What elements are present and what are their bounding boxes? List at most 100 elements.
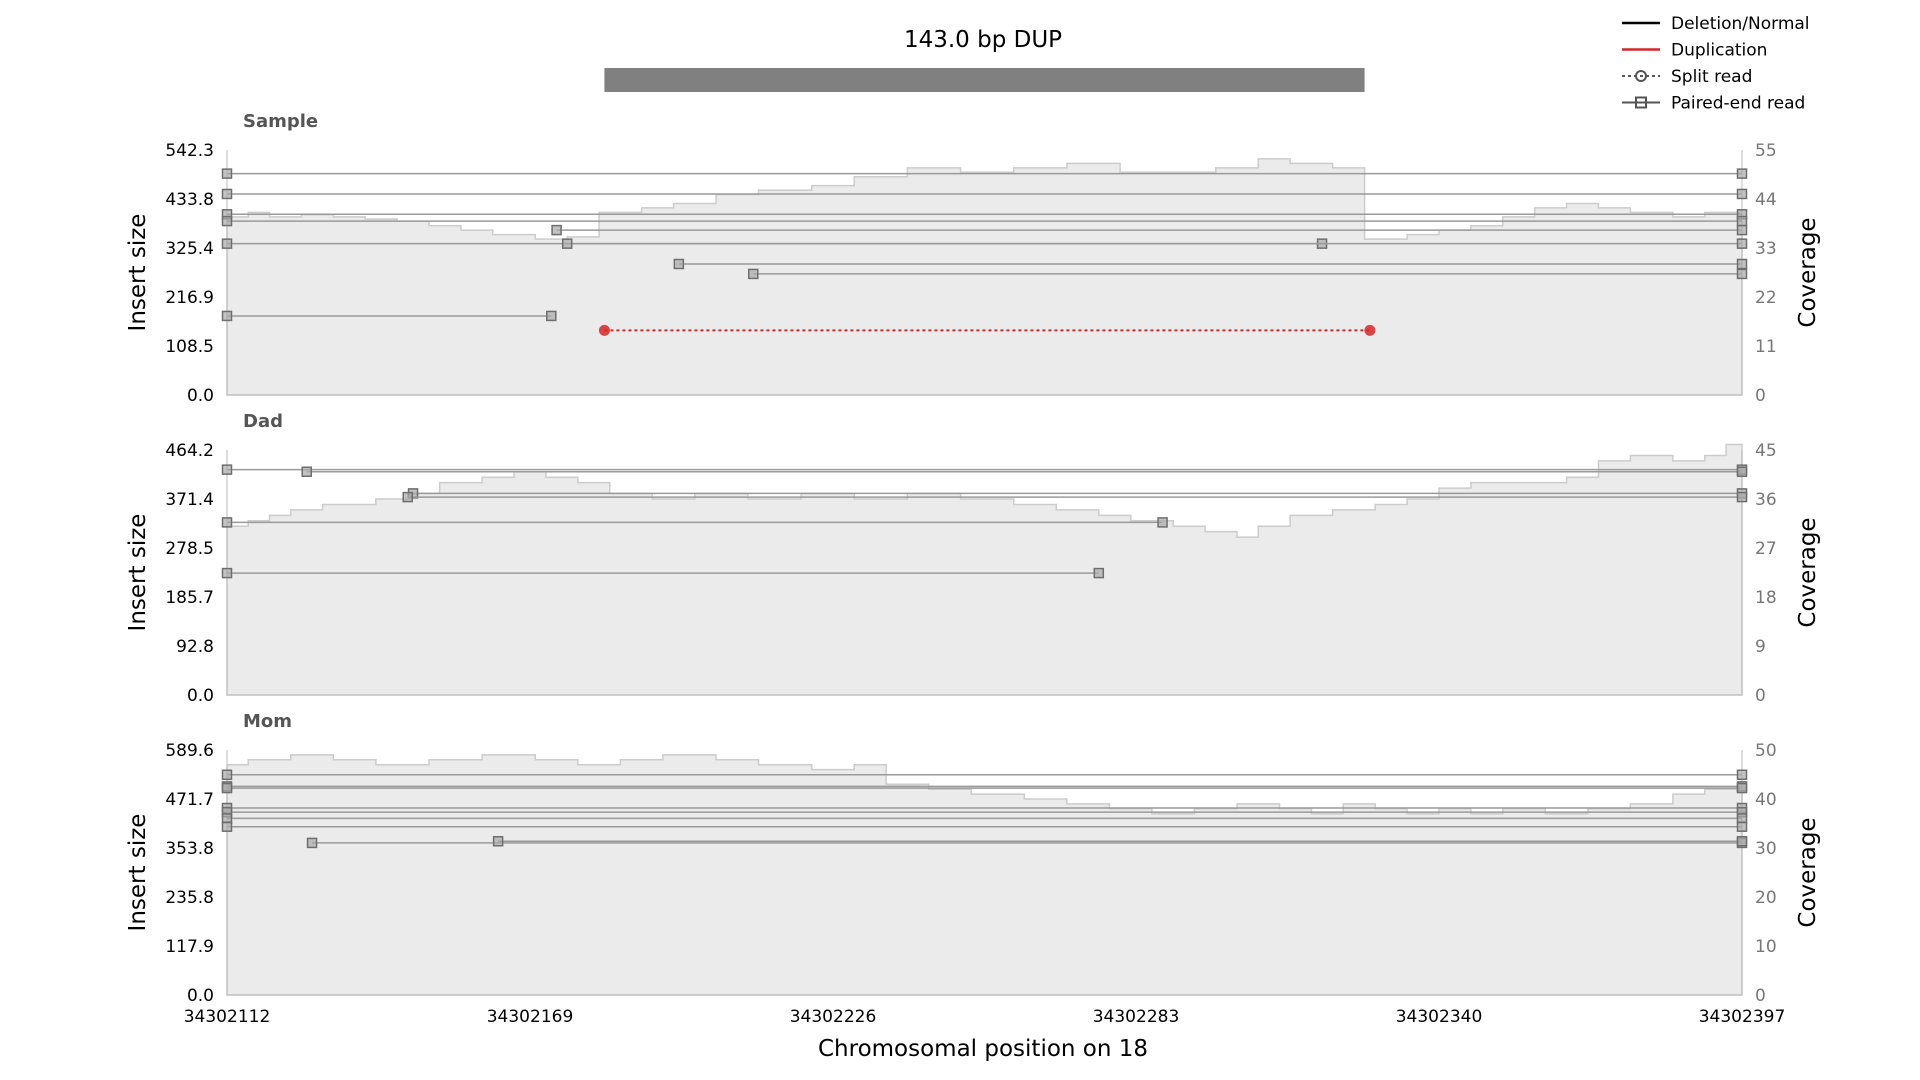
paired-end-marker <box>1736 258 1748 270</box>
coverage-tick-label: 27 <box>1755 539 1777 559</box>
paired-end-marker <box>546 310 557 322</box>
paired-end-marker <box>1736 168 1748 179</box>
paired-end-read <box>221 464 1748 475</box>
y-tick-label: 185.7 <box>165 588 214 608</box>
y-tick-label: 0.0 <box>187 386 214 406</box>
paired-end-marker <box>551 224 562 236</box>
paired-end-read <box>561 238 1748 249</box>
paired-end-read <box>492 836 1748 847</box>
y-axis-label: Insert size <box>125 214 151 332</box>
coverage-tick-label: 10 <box>1755 937 1777 957</box>
coverage-tick-label: 0 <box>1755 686 1766 706</box>
paired-end-marker <box>301 466 312 477</box>
x-tick-label: 34302169 <box>487 1007 574 1027</box>
paired-end-marker <box>402 491 413 503</box>
paired-end-marker <box>1736 782 1748 794</box>
x-tick-label: 34302283 <box>1093 1007 1180 1027</box>
y-tick-label: 0.0 <box>187 986 214 1006</box>
legend-entry: Paired-end read <box>1622 94 1805 114</box>
y-tick-label: 433.8 <box>165 190 214 210</box>
paired-end-read <box>673 258 1748 270</box>
y-tick-label: 0.0 <box>187 686 214 706</box>
paired-end-marker <box>221 769 233 781</box>
legend-circle-icon <box>1635 70 1647 82</box>
paired-end-read <box>748 268 1748 280</box>
coverage-tick-label: 40 <box>1755 790 1777 810</box>
y-tick-label: 108.5 <box>165 337 214 357</box>
y-tick-label: 589.6 <box>165 741 214 761</box>
legend-square-icon <box>1635 96 1647 109</box>
y-tick-label: 464.2 <box>165 441 214 461</box>
paired-end-read <box>221 769 1748 781</box>
track-dad: Dad 0.0 92.8 185.7 278.5 371.4 464.2 0 9 18 27 36 45… <box>125 411 1821 706</box>
paired-end-marker <box>221 238 233 249</box>
paired-end-marker <box>1736 466 1748 477</box>
coverage-tick-label: 50 <box>1755 741 1777 761</box>
y-tick-label: 325.4 <box>165 239 214 259</box>
paired-end-marker <box>1157 517 1168 528</box>
coverage-tick-label: 18 <box>1755 588 1777 608</box>
paired-end-read <box>221 168 1748 179</box>
coverage-tick-label: 0 <box>1755 386 1766 406</box>
paired-end-marker <box>221 188 233 200</box>
y-tick-label: 371.4 <box>165 490 214 510</box>
paired-end-marker <box>1736 836 1748 847</box>
paired-end-marker <box>1093 567 1105 579</box>
paired-end-marker <box>221 168 233 179</box>
paired-end-read <box>221 806 1748 818</box>
paired-end-marker <box>1736 769 1748 781</box>
variant-bar <box>604 68 1365 92</box>
coverage-tick-label: 45 <box>1755 441 1777 461</box>
coverage-tick-label: 20 <box>1755 888 1777 908</box>
x-tick-label: 34302226 <box>790 1007 877 1027</box>
paired-end-marker <box>1736 215 1748 227</box>
paired-end-marker <box>221 464 233 475</box>
y-axis-label: Insert size <box>125 814 151 932</box>
paired-end-marker <box>221 215 233 227</box>
coverage-axis-label: Coverage <box>1795 517 1821 627</box>
paired-end-marker <box>748 268 759 280</box>
paired-end-read <box>221 821 1748 832</box>
track-label: Dad <box>243 411 283 432</box>
paired-end-marker <box>561 238 573 249</box>
chart-title: 143.0 bp DUP <box>904 27 1062 53</box>
paired-end-marker <box>306 837 318 849</box>
coverage-tick-label: 22 <box>1755 288 1777 308</box>
paired-end-marker <box>221 567 233 579</box>
split-read-marker <box>1364 324 1376 336</box>
track-label: Mom <box>243 711 292 732</box>
legend-entry: Duplication <box>1622 41 1767 61</box>
x-axis: 34302112 34302169 34302226 34302283 34302340… <box>184 1007 1786 1027</box>
x-tick-label: 34302397 <box>1699 1007 1786 1027</box>
y-tick-label: 92.8 <box>176 637 214 657</box>
paired-end-read <box>221 517 1168 528</box>
x-axis-label: Chromosomal position on 18 <box>818 1036 1148 1062</box>
paired-end-marker <box>492 836 504 847</box>
paired-end-marker <box>221 821 233 832</box>
y-tick-label: 278.5 <box>165 539 214 559</box>
coverage-axis-label: Coverage <box>1795 817 1821 927</box>
legend-entry: Deletion/Normal <box>1622 14 1810 34</box>
coverage-tick-label: 0 <box>1755 986 1766 1006</box>
legend-label: Split read <box>1671 67 1752 87</box>
paired-end-marker <box>221 310 233 322</box>
legend-label: Duplication <box>1671 41 1767 61</box>
coverage-tick-label: 36 <box>1755 490 1777 510</box>
paired-end-marker <box>673 258 685 270</box>
paired-end-marker <box>1736 821 1748 832</box>
coverage-axis-label: Coverage <box>1795 217 1821 327</box>
coverage-tick-label: 11 <box>1755 337 1777 357</box>
coverage-tick-label: 9 <box>1755 637 1766 657</box>
paired-end-read <box>221 310 557 322</box>
paired-end-marker <box>1736 238 1748 249</box>
x-tick-label: 34302340 <box>1396 1007 1483 1027</box>
coverage-area <box>226 754 1743 996</box>
y-tick-label: 542.3 <box>165 141 214 161</box>
paired-end-read <box>221 782 1748 794</box>
y-tick-label: 353.8 <box>165 839 214 859</box>
paired-end-read <box>221 188 1748 200</box>
y-tick-label: 216.9 <box>165 288 214 308</box>
paired-end-read <box>402 491 1748 503</box>
paired-end-read <box>221 209 1748 220</box>
